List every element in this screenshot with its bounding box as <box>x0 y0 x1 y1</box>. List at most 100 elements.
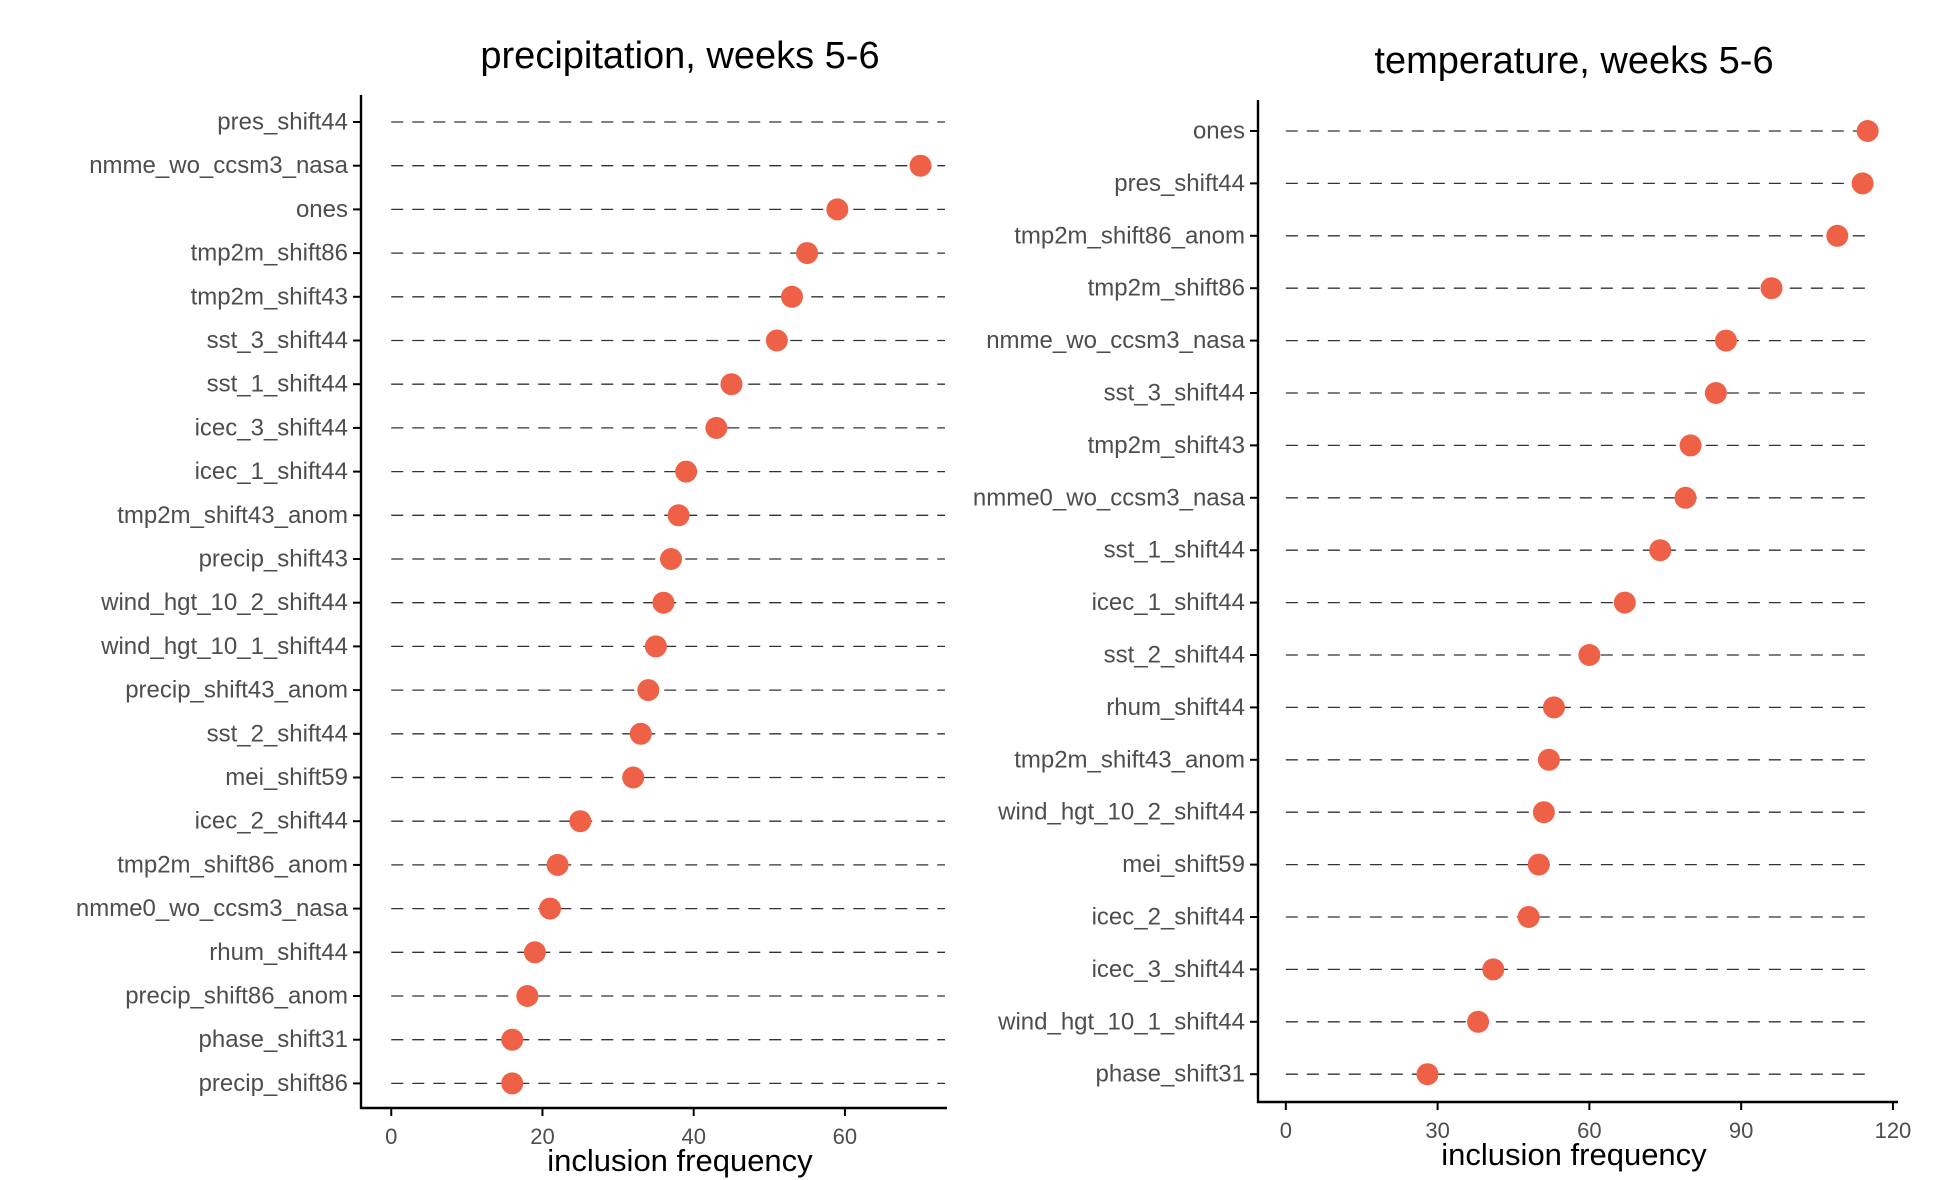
precipitation-point <box>569 810 592 833</box>
precipitation-x-ticks: 0 20 40 60 <box>385 1108 857 1149</box>
temperature-point <box>1527 853 1550 876</box>
temperature-category-label: sst_3_shift44 <box>1104 380 1245 407</box>
precipitation-category-label: mei_shift59 <box>225 764 348 791</box>
precipitation-category-label: rhum_shift44 <box>209 939 348 966</box>
precipitation-point <box>546 853 569 876</box>
precipitation-category-label: sst_2_shift44 <box>207 720 348 747</box>
temperature-category-label: rhum_shift44 <box>1106 694 1245 721</box>
temperature-x-tick-label: 30 <box>1425 1118 1449 1143</box>
temperature-guide-lines <box>1285 130 1865 1075</box>
precipitation-category-label: ones <box>296 196 348 223</box>
precipitation-point <box>622 766 645 789</box>
temperature-category-label: tmp2m_shift43_anom <box>1014 746 1245 773</box>
precipitation-point <box>765 329 788 352</box>
precipitation-x-tick-label: 20 <box>530 1124 554 1149</box>
temperature-point <box>1613 591 1636 614</box>
temperature-category-label: tmp2m_shift86_anom <box>1014 222 1245 249</box>
precipitation-category-label: wind_hgt_10_1_shift44 <box>100 633 348 660</box>
temperature-point <box>1467 1010 1490 1033</box>
precipitation-category-label: sst_1_shift44 <box>207 371 348 398</box>
precipitation-point <box>516 985 539 1007</box>
temperature-point <box>1416 1063 1439 1086</box>
temperature-point <box>1649 539 1672 562</box>
precipitation-point <box>539 897 562 920</box>
temperature-chart-title: temperature, weeks 5-6 <box>1374 40 1773 82</box>
precipitation-point <box>909 154 932 177</box>
precipitation-category-label: tmp2m_shift86 <box>191 240 348 267</box>
temperature-x-ticks: 0 30 60 90 120 <box>1280 1102 1912 1143</box>
precipitation-category-label: precip_shift86_anom <box>125 983 348 1010</box>
temperature-category-label: nmme0_wo_ccsm3_nasa <box>973 484 1246 511</box>
precipitation-category-label: phase_shift31 <box>199 1026 348 1053</box>
precipitation-category-label: nmme0_wo_ccsm3_nasa <box>76 895 349 922</box>
temperature-x-tick-label: 60 <box>1577 1118 1601 1143</box>
temperature-category-label: wind_hgt_10_2_shift44 <box>997 799 1245 826</box>
precipitation-x-axis-title: inclusion frequency <box>547 1143 813 1178</box>
temperature-category-label: icec_1_shift44 <box>1092 589 1245 616</box>
temperature-point <box>1532 801 1555 824</box>
temperature-point <box>1826 224 1849 247</box>
precipitation-x-tick-label: 40 <box>681 1124 705 1149</box>
precipitation-category-label: wind_hgt_10_2_shift44 <box>100 589 348 616</box>
precipitation-point <box>660 548 683 570</box>
temperature-category-label: mei_shift59 <box>1122 851 1245 878</box>
precipitation-point <box>652 591 675 614</box>
precipitation-category-label: icec_1_shift44 <box>195 458 348 485</box>
temperature-category-label: pres_shift44 <box>1114 170 1245 197</box>
precipitation-category-label: nmme_wo_ccsm3_nasa <box>89 152 348 179</box>
precipitation-category-label: tmp2m_shift43 <box>191 283 348 310</box>
temperature-x-axis-title: inclusion frequency <box>1441 1137 1707 1172</box>
temperature-category-label: tmp2m_shift86 <box>1088 275 1245 302</box>
precipitation-category-label: pres_shift44 <box>217 109 348 136</box>
precipitation-category-label: icec_3_shift44 <box>195 414 348 441</box>
precipitation-category-label: sst_3_shift44 <box>207 327 348 354</box>
temperature-category-label: sst_1_shift44 <box>1104 537 1245 564</box>
precipitation-point <box>675 460 698 483</box>
temperature-point <box>1679 434 1702 457</box>
precipitation-point <box>637 679 660 702</box>
temperature-point <box>1856 120 1879 142</box>
precipitation-point <box>523 941 546 964</box>
precipitation-point <box>705 416 728 439</box>
precipitation-category-label: precip_shift43_anom <box>125 677 348 704</box>
temperature-x-tick-label: 90 <box>1729 1118 1753 1143</box>
precipitation-category-label: precip_shift43 <box>199 546 348 573</box>
temperature-category-labels: ones pres_shift44 tmp2m_shift86_anom tmp2m_… <box>973 118 1258 1088</box>
precipitation-guide-lines <box>391 121 945 1085</box>
precipitation-chart-title: precipitation, weeks 5-6 <box>480 35 879 77</box>
temperature-category-label: tmp2m_shift43 <box>1088 432 1245 459</box>
temperature-point <box>1714 329 1737 352</box>
temperature-point <box>1760 277 1783 300</box>
precipitation-category-label: tmp2m_shift86_anom <box>117 851 348 878</box>
temperature-point <box>1578 644 1601 666</box>
precipitation-point <box>501 1028 524 1051</box>
precipitation-panel: precipitation, weeks 5-6 pres_shift44nmm… <box>76 35 947 1178</box>
temperature-points <box>1416 120 1879 1086</box>
precipitation-category-label: tmp2m_shift43_anom <box>117 502 348 529</box>
precipitation-category-label: precip_shift86 <box>199 1070 348 1097</box>
temperature-point <box>1542 696 1565 719</box>
temperature-point <box>1704 382 1727 404</box>
precipitation-point <box>629 722 652 745</box>
temperature-point <box>1482 958 1505 981</box>
precipitation-point <box>826 198 849 221</box>
temperature-category-label: nmme_wo_ccsm3_nasa <box>986 327 1245 354</box>
precipitation-x-tick-label: 0 <box>385 1124 397 1149</box>
precipitation-point <box>796 242 819 265</box>
temperature-x-tick-label: 0 <box>1280 1118 1292 1143</box>
precipitation-point <box>501 1072 524 1095</box>
temperature-category-label: wind_hgt_10_1_shift44 <box>997 1008 1245 1035</box>
precipitation-point <box>667 504 690 527</box>
temperature-category-label: ones <box>1193 118 1245 145</box>
temperature-point <box>1851 172 1874 195</box>
temperature-x-tick-label: 120 <box>1875 1118 1912 1143</box>
temperature-category-label: icec_2_shift44 <box>1092 904 1245 931</box>
temperature-point <box>1674 486 1697 509</box>
temperature-panel: temperature, weeks 5-6 ones pres_shift44t… <box>973 40 1911 1172</box>
precipitation-point <box>644 635 667 658</box>
temperature-point <box>1537 748 1560 771</box>
temperature-category-label: phase_shift31 <box>1096 1061 1245 1088</box>
precipitation-point <box>780 285 803 308</box>
